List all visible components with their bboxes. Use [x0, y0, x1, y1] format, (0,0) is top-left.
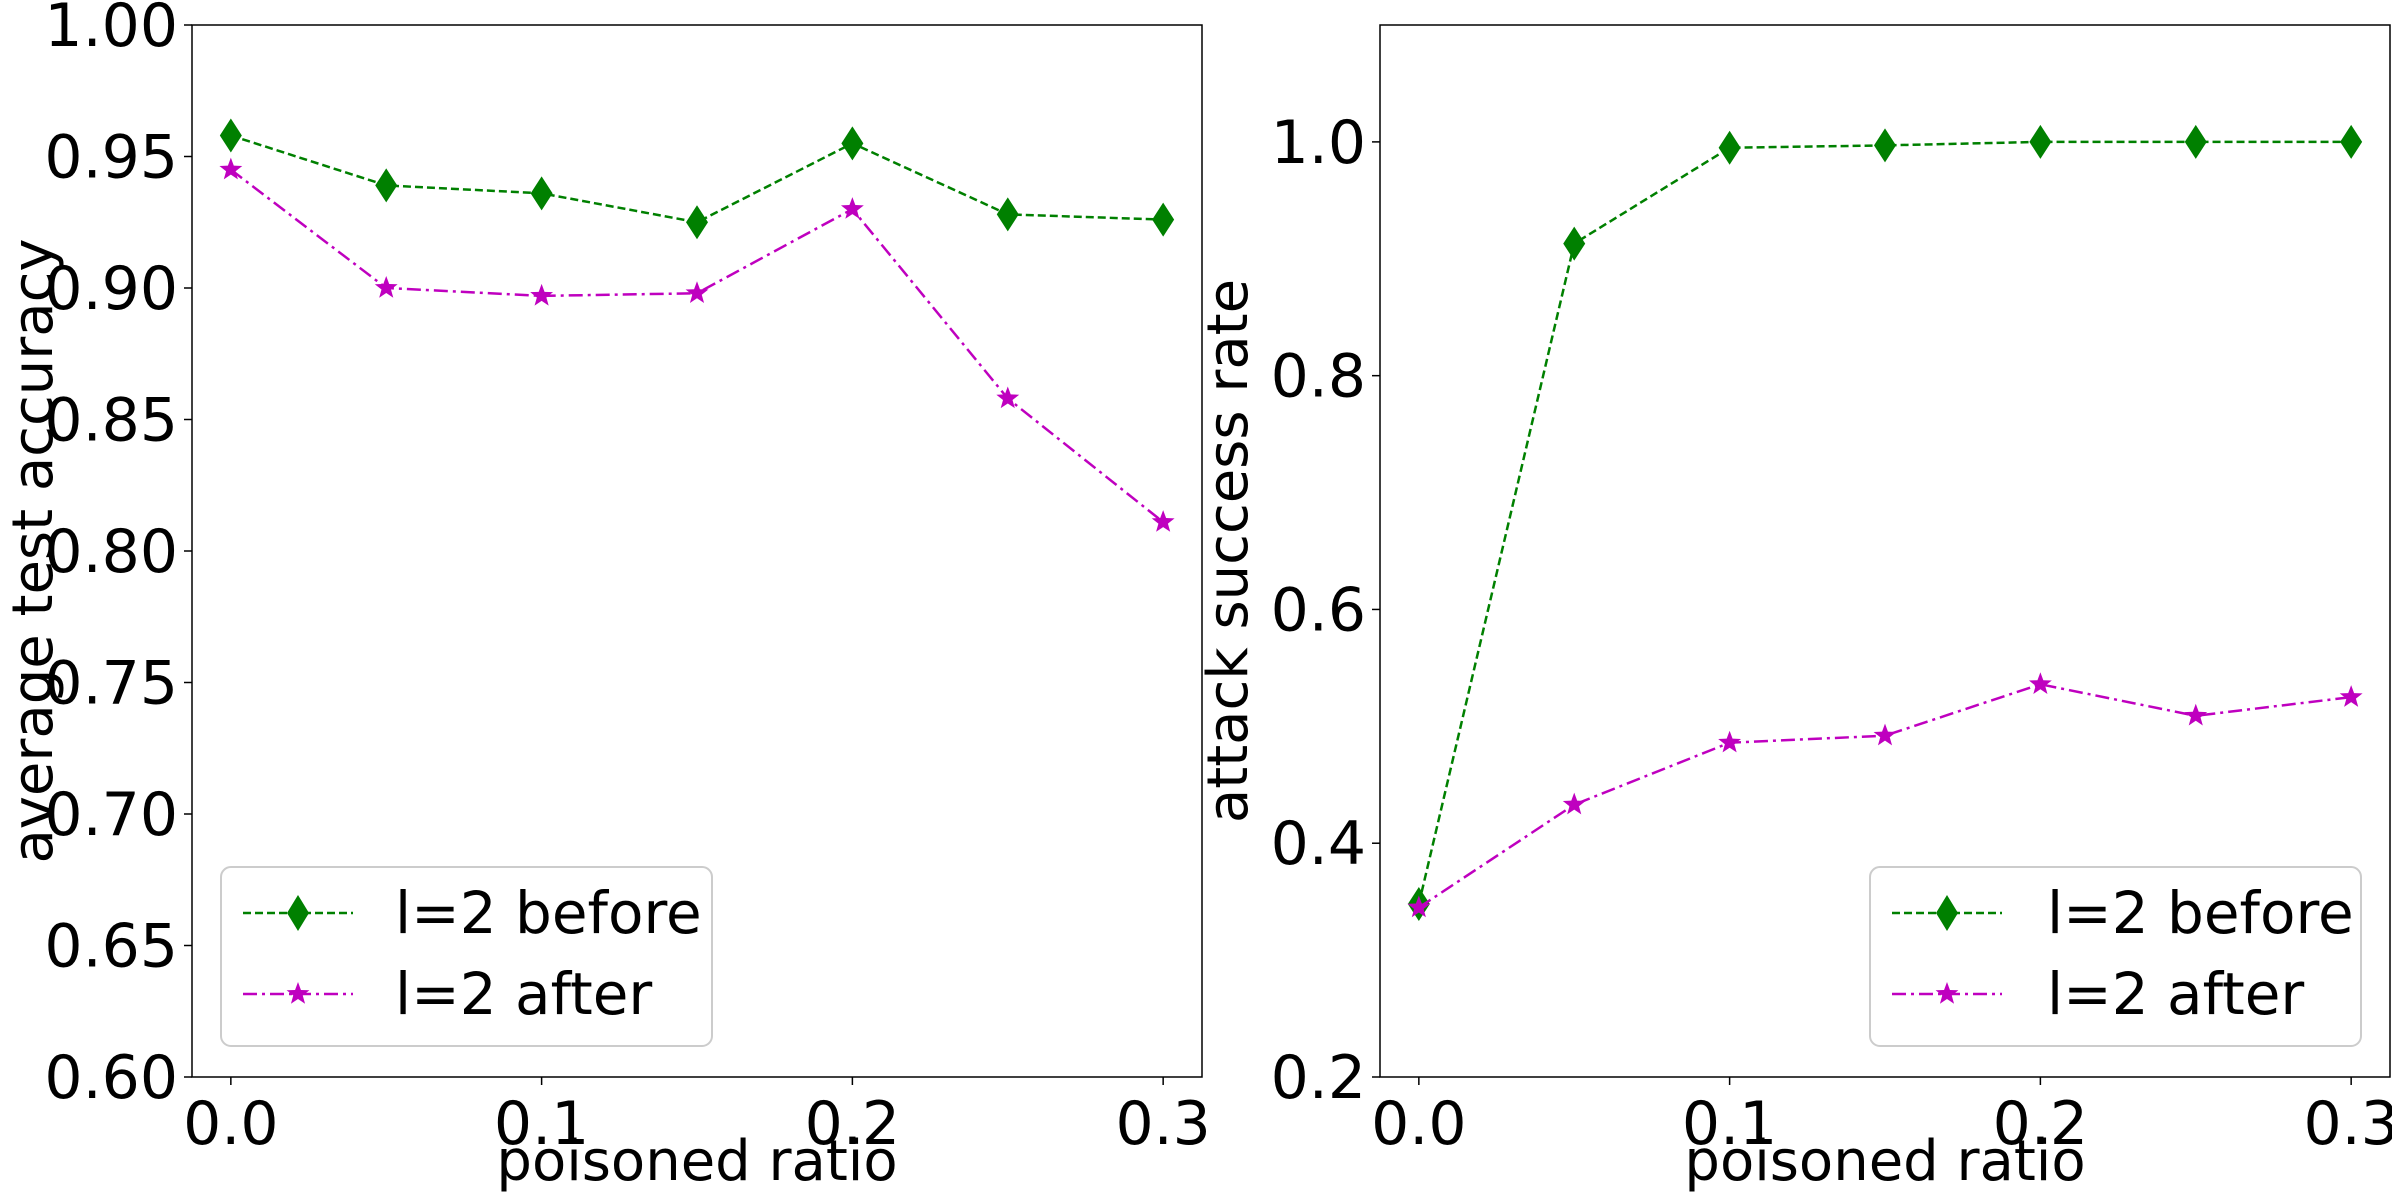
legend-marker-diamond [1936, 895, 1958, 931]
data-point-diamond [686, 205, 708, 240]
accuracy-legend: l=2 before l=2 after [220, 866, 713, 1047]
x-tick-label: 0.0 [1371, 1089, 1466, 1159]
attack-chart: 0.0 0.1 0.2 0.3 0.2 0.4 0.6 0.8 1.0 poisoned rat… [1196, 24, 2392, 1194]
y-tick-label: 1.00 [44, 0, 178, 61]
attack-y-axis-label: attack success rate [1196, 279, 1261, 823]
data-point-diamond [1563, 226, 1586, 261]
data-point-diamond [841, 126, 864, 161]
x-tick-label: 0.2 [1993, 1089, 2088, 1159]
x-tick-label: 0.1 [1682, 1089, 1777, 1159]
data-point-star [685, 281, 709, 303]
legend-label-before: l=2 before [395, 879, 702, 947]
series-after [1407, 672, 2363, 918]
attack-legend: l=2 before l=2 after [1869, 866, 2362, 1047]
y-tick-label: 0.80 [44, 517, 178, 587]
data-point-diamond [2184, 124, 2207, 159]
accuracy-series-layer [219, 118, 1175, 532]
data-point-star [530, 283, 554, 306]
y-tick-label: 0.6 [1271, 575, 1366, 645]
data-point-star [2184, 703, 2208, 726]
attack-x-axis-label: poisoned ratio [1684, 1129, 2085, 1194]
y-tick-label: 0.8 [1271, 342, 1366, 412]
y-tick-label: 0.70 [44, 780, 178, 850]
y-tick-label: 0.60 [44, 1043, 178, 1113]
y-tick-label: 1.0 [1271, 108, 1366, 178]
x-tick-label: 0.0 [183, 1089, 278, 1159]
x-tick-label: 0.1 [494, 1089, 589, 1159]
y-tick-label: 0.85 [44, 386, 178, 456]
data-point-star [996, 386, 1020, 409]
data-point-diamond [1152, 202, 1175, 237]
legend-marker-star [286, 982, 310, 1004]
attack-series-layer [1407, 124, 2363, 922]
data-point-star [2339, 685, 2363, 707]
y-tick-label: 0.95 [44, 123, 178, 193]
series-after [219, 157, 1175, 532]
data-point-star [2028, 672, 2052, 694]
accuracy-x-axis-label: poisoned ratio [496, 1129, 897, 1194]
x-tick-label: 0.3 [2303, 1089, 2392, 1159]
legend-label-after: l=2 after [395, 960, 652, 1028]
y-tick-label: 0.65 [44, 912, 178, 982]
y-tick-label: 0.2 [1271, 1043, 1366, 1113]
x-tick-label: 0.2 [805, 1089, 900, 1159]
y-tick-label: 0.90 [44, 254, 178, 324]
data-point-star [219, 157, 243, 180]
series-before [1407, 124, 2363, 922]
data-point-diamond [2340, 124, 2363, 159]
y-tick-label: 0.75 [44, 649, 178, 719]
data-point-star [840, 197, 864, 219]
x-tick-label: 0.3 [1115, 1089, 1210, 1159]
accuracy-chart: 0.0 0.1 0.2 0.3 0.60 0.65 0.70 0.75 0.80 0.85 0.90… [1, 0, 1211, 1194]
accuracy-ticks: 0.0 0.1 0.2 0.3 0.60 0.65 0.70 0.75 0.80 0.85 0.90… [44, 0, 1210, 1159]
data-point-star [374, 276, 398, 298]
data-point-diamond [1874, 128, 1896, 163]
legend-label-after: l=2 after [2047, 960, 2304, 1028]
legend-marker-star [1935, 982, 1959, 1004]
data-point-diamond [1718, 130, 1741, 165]
accuracy-y-axis-label: average test accuracy [1, 238, 66, 863]
data-point-diamond [2029, 124, 2052, 159]
data-point-star [1873, 723, 1897, 746]
y-tick-label: 0.4 [1271, 809, 1366, 879]
data-point-star [1407, 895, 1431, 918]
data-point-diamond [530, 176, 553, 211]
data-point-star [1562, 792, 1586, 815]
legend-label-before: l=2 before [2047, 879, 2354, 947]
legend-marker-diamond [287, 895, 309, 931]
data-point-star [1718, 730, 1742, 753]
attack-ticks: 0.0 0.1 0.2 0.3 0.2 0.4 0.6 0.8 1.0 [1271, 108, 2392, 1159]
data-point-diamond [375, 168, 398, 203]
series-before [219, 118, 1175, 240]
data-point-diamond [996, 197, 1019, 232]
data-point-diamond [219, 118, 242, 153]
data-point-star [1151, 510, 1175, 532]
